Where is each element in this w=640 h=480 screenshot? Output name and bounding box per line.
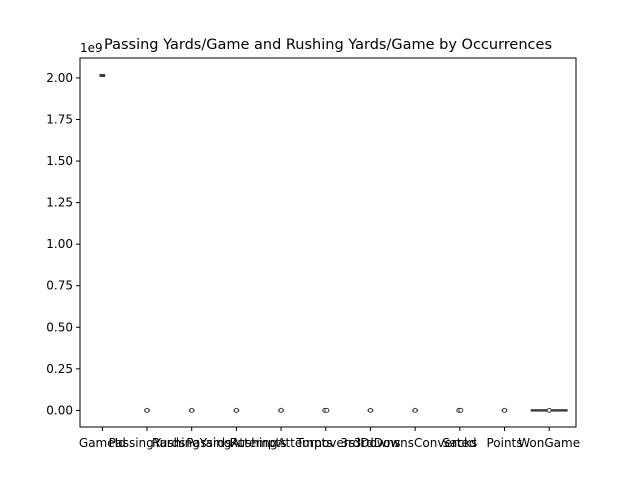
box-points [501,407,508,413]
x-tick-label: Points [486,436,522,450]
outlier-point [324,407,330,413]
box-gameid [99,73,106,77]
x-tick-label: PassingAttempts [186,436,286,450]
plot-area [99,73,568,413]
outlier-point [458,407,464,413]
x-tick-label: Sacks [442,436,477,450]
y-axis: 0.00 0.25 0.50 0.75 1.00 1.25 1.50 1.75 2.00 [46,71,80,417]
y-axis-offset-label: 1e9 [80,41,103,55]
x-tick-label: WonGame [518,436,580,450]
outlier-point [502,407,508,413]
box-sacks [456,407,464,413]
x-tick-label: Turnovers [296,436,355,450]
x-tick-label: 3rdDowns [340,436,400,450]
outlier-point [144,407,150,413]
box-wongame [530,407,568,413]
x-tick-label: RushingYards [152,436,231,450]
outlier-point [233,407,239,413]
y-tick-label: 0.50 [46,320,73,334]
outlier-point [189,407,195,413]
x-axis: GameIdPassingYardsRushingYardsPassingAtt… [79,427,580,450]
y-tick-label: 1.75 [46,113,73,127]
outlier-point [278,407,284,413]
x-tick-label: RushingAttempts [230,436,333,450]
box-rushingyards [188,407,195,413]
y-tick-label: 1.50 [46,154,73,168]
outlier-point [367,407,373,413]
x-tick-label: GameId [79,436,126,450]
box-3rddowns [367,407,374,413]
outlier-point [546,407,552,413]
y-tick-label: 0.25 [46,362,73,376]
x-tick-label: 3rdDownsConverted [354,436,477,450]
box-passingattempts [233,407,240,413]
plot-frame [79,57,577,428]
x-tick-label: PassingYards [109,436,186,450]
y-tick-label: 0.00 [46,403,73,417]
y-tick-label: 2.00 [46,71,73,85]
outlier-point [412,407,418,413]
y-tick-label: 1.25 [46,196,73,210]
box-rushingattempts [278,407,284,413]
y-tick-label: 0.75 [46,279,73,293]
box-turnovers [322,407,330,413]
box-passingyards [144,407,150,413]
chart-title: Passing Yards/Game and Rushing Yards/Gam… [104,37,552,53]
y-tick-label: 1.00 [46,237,73,251]
box-3rddownsconverted [412,407,418,413]
